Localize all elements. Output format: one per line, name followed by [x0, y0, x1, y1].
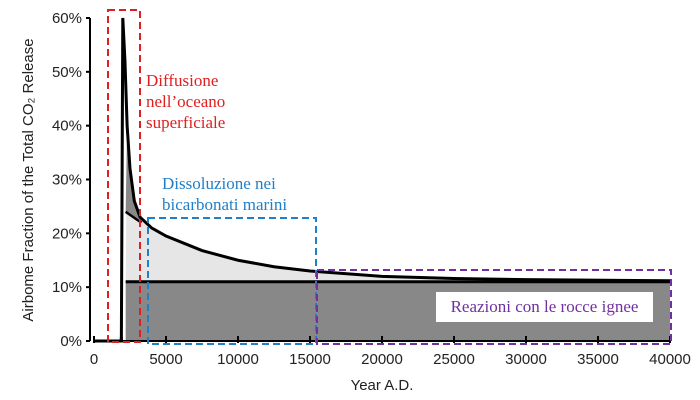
y-axis-label: Airbome Fraction of the Total CO₂ Releas…	[20, 38, 37, 321]
annotation-line: bicarbonati marini	[162, 195, 288, 214]
x-tick-label: 5000	[149, 351, 182, 368]
annotation-igneous-rocks: Reazioni con le rocce ignee	[436, 292, 653, 322]
x-tick-label: 0	[90, 351, 98, 368]
annotation-box-carbonate-dissolution	[147, 217, 317, 345]
x-tick-label: 25000	[433, 351, 475, 368]
x-tick-label: 10000	[217, 351, 259, 368]
annotation-line: Dissoluzione nei	[162, 174, 276, 193]
x-tick-label: 15000	[289, 351, 331, 368]
x-tick-label: 20000	[361, 351, 403, 368]
annotation-box-igneous-rocks	[316, 269, 672, 345]
y-tick-label: 60%	[52, 10, 82, 27]
y-tick-label: 30%	[52, 172, 82, 189]
light-area	[125, 125, 671, 282]
annotation-line: nell’oceano	[146, 92, 226, 111]
annotation-line: Diffusione	[146, 71, 219, 90]
y-tick-label: 40%	[52, 118, 82, 135]
annotation-carbonate-dissolution: Dissoluzione nei bicarbonati marini	[162, 173, 287, 215]
x-tick-label: 35000	[577, 351, 619, 368]
dark-area-upper	[125, 125, 142, 223]
annotation-line: Reazioni con le rocce ignee	[450, 297, 639, 316]
y-tick-label: 0%	[60, 333, 82, 350]
annotation-surface-ocean: Diffusione nell’oceano superficiale	[146, 70, 225, 133]
y-tick-label: 20%	[52, 225, 82, 242]
x-axis-label: Year A.D.	[351, 377, 414, 394]
y-tick-label: 50%	[52, 64, 82, 81]
x-tick-label: 30000	[505, 351, 547, 368]
y-tick-label: 10%	[52, 279, 82, 296]
x-tick-label: 40000	[649, 351, 691, 368]
series-total-line	[94, 17, 671, 343]
annotation-line: superficiale	[146, 113, 226, 132]
annotation-box-surface-ocean	[107, 9, 141, 343]
